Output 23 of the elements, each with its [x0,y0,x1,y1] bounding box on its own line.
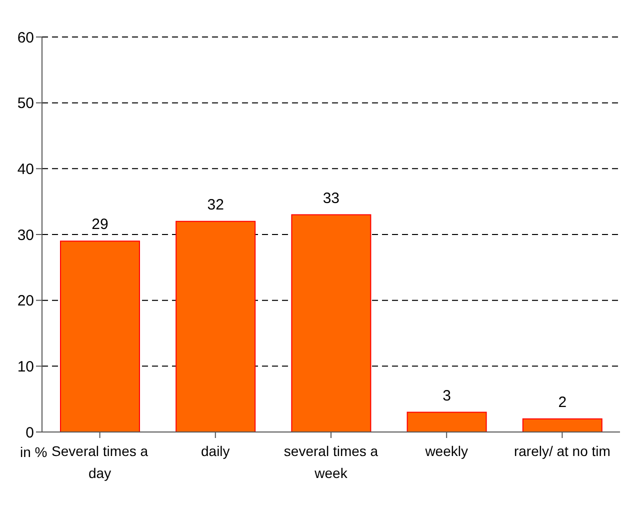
y-tick-label: 40 [17,160,34,178]
bar [176,220,256,432]
y-tick-label: 10 [17,358,34,376]
data-label: 3 [442,387,451,404]
y-tick-label: 50 [17,95,34,112]
y-tick-label: 0 [26,424,34,442]
y-tick-label: 60 [17,29,34,46]
bar [522,418,602,432]
data-label: 33 [322,190,340,207]
x-tick-label: daily [201,443,230,459]
bar [291,214,372,432]
x-tick-label: several times a week [284,443,378,481]
bar [60,240,140,432]
data-label: 29 [92,216,108,234]
x-tick-label: Several times a day [52,443,148,481]
x-tick-label: rarely/ at no tim [514,443,610,459]
y-tick-label: 30 [17,226,34,244]
y-axis-title: in % [20,444,48,460]
y-tick-label: 20 [17,292,34,310]
data-label: 2 [558,394,567,411]
data-label: 32 [207,196,224,214]
bar [406,412,487,432]
x-tick-label: weekly [424,443,468,459]
